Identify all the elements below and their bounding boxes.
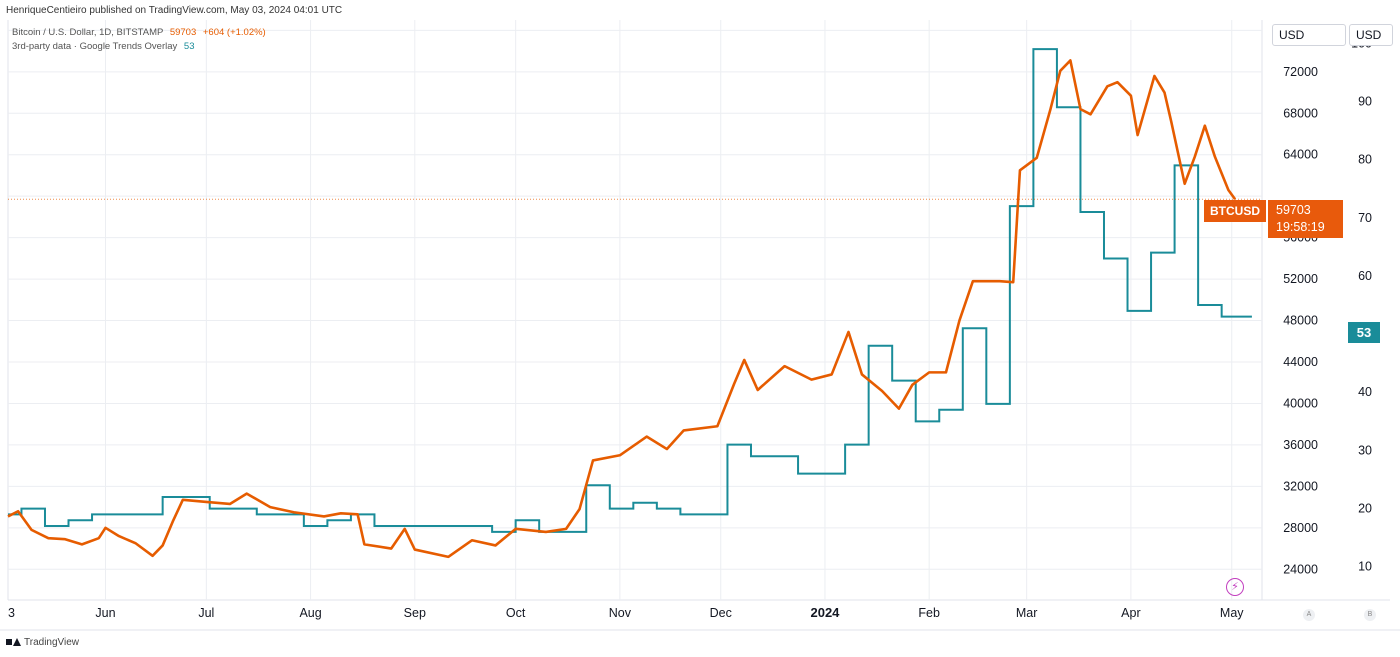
- x-tick-label: Jun: [95, 606, 115, 620]
- trends-tick-label: 60: [1358, 269, 1372, 283]
- trends-tick-label: 30: [1358, 443, 1372, 457]
- legend: Bitcoin / U.S. Dollar, 1D, BITSTAMP 5970…: [12, 26, 266, 54]
- x-tick-label: 3: [8, 606, 15, 620]
- auto-scale-icon[interactable]: A: [1303, 609, 1315, 621]
- price-tick-label: 40000: [1283, 396, 1318, 410]
- price-tick-label: 32000: [1283, 479, 1318, 493]
- price-tick-label: 68000: [1283, 106, 1318, 120]
- legend-trends-value: 53: [183, 41, 195, 52]
- price-tick-label: 24000: [1283, 562, 1318, 576]
- price-tick-label: 64000: [1283, 148, 1318, 162]
- legend-btc-price: 59703: [169, 27, 197, 38]
- price-tick-label: 48000: [1283, 314, 1318, 328]
- footer-brand: TradingView: [6, 637, 79, 648]
- trends-tick-label: 20: [1358, 502, 1372, 516]
- series-trends-line: [8, 48, 1252, 533]
- btc-price-badge: 59703 19:58:19: [1268, 200, 1343, 238]
- trends-tick-label: 80: [1358, 153, 1372, 167]
- x-tick-label: Sep: [404, 606, 426, 620]
- x-tick-label: Aug: [299, 606, 321, 620]
- x-tick-label: Apr: [1121, 606, 1140, 620]
- legend-btc-row[interactable]: Bitcoin / U.S. Dollar, 1D, BITSTAMP 5970…: [12, 26, 266, 40]
- trends-tick-label: 70: [1358, 211, 1372, 225]
- trends-tick-label: 90: [1358, 94, 1372, 108]
- price-tick-label: 36000: [1283, 438, 1318, 452]
- price-tick-label: 44000: [1283, 355, 1318, 369]
- x-tick-label: Jul: [198, 606, 214, 620]
- legend-trends-label: 3rd-party data · Google Trends Overlay: [12, 41, 178, 52]
- x-tick-label: Nov: [609, 606, 632, 620]
- btc-countdown: 19:58:19: [1276, 220, 1325, 234]
- lightning-icon[interactable]: ⚡: [1226, 578, 1244, 596]
- trends-tick-label: 10: [1358, 560, 1372, 574]
- x-tick-label: Feb: [918, 606, 940, 620]
- x-tick-label: Mar: [1016, 606, 1038, 620]
- price-tick-label: 52000: [1283, 272, 1318, 286]
- footer-brand-text: TradingView: [24, 637, 80, 648]
- btc-symbol-badge: BTCUSD: [1204, 200, 1266, 222]
- price-tick-label: 28000: [1283, 521, 1318, 535]
- legend-btc-label: Bitcoin / U.S. Dollar, 1D, BITSTAMP: [12, 27, 164, 38]
- publisher-line: HenriqueCentieiro published on TradingVi…: [6, 5, 343, 16]
- x-tick-label: 2024: [810, 605, 840, 620]
- currency-selector-right[interactable]: USD: [1349, 24, 1393, 46]
- tradingview-logo-icon: [6, 638, 21, 647]
- trends-tick-label: 40: [1358, 385, 1372, 399]
- currency-selector-left[interactable]: USD: [1272, 24, 1346, 46]
- trends-value-badge: 53: [1348, 322, 1380, 343]
- x-tick-label: Oct: [506, 606, 526, 620]
- series-btc-line: [7, 59, 1237, 559]
- x-tick-label: May: [1220, 606, 1244, 620]
- legend-btc-change: +604 (+1.02%): [202, 27, 266, 38]
- btc-price-badge-value: 59703: [1276, 203, 1311, 217]
- scale-b-icon[interactable]: B: [1364, 609, 1376, 621]
- legend-trends-row[interactable]: 3rd-party data · Google Trends Overlay 5…: [12, 40, 266, 54]
- price-tick-label: 72000: [1283, 65, 1318, 79]
- x-tick-label: Dec: [710, 606, 732, 620]
